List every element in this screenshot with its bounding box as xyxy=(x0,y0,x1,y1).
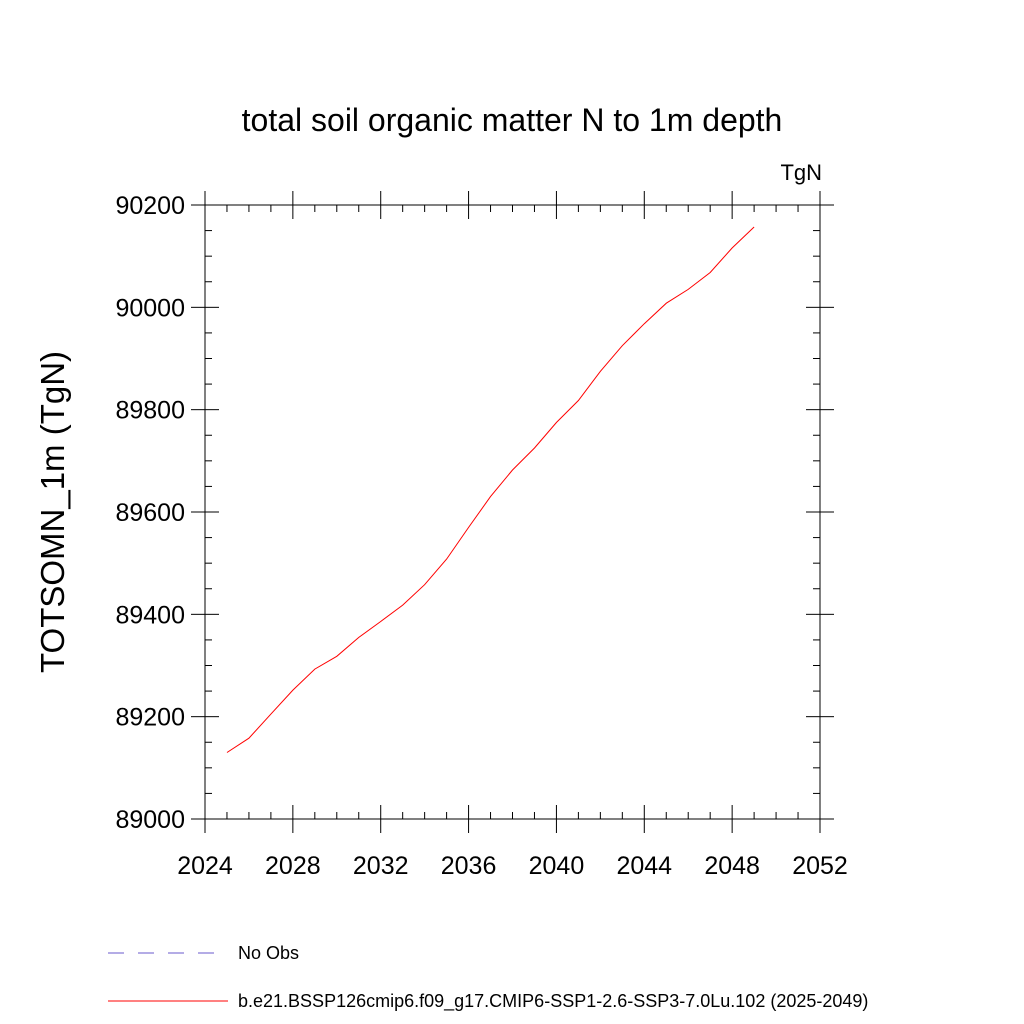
series-line xyxy=(226,226,755,753)
units-label: TgN xyxy=(780,160,822,185)
x-tick-label: 2048 xyxy=(704,852,760,880)
plot-frame xyxy=(204,204,821,820)
x-tick-label: 2036 xyxy=(441,852,497,880)
y-tick-label: 89000 xyxy=(115,806,185,834)
x-tick-label: 2044 xyxy=(616,852,672,880)
y-tick-label: 89800 xyxy=(115,397,185,425)
series-layer xyxy=(226,226,755,753)
y-tick-label: 89400 xyxy=(115,601,185,629)
y-tick-label: 90000 xyxy=(115,294,185,322)
legend-label-no-obs: No Obs xyxy=(238,943,299,963)
axis-ticks: 2024 2028 2032 2036 2040 2044 2048 2052 89000 892… xyxy=(115,191,848,880)
y-tick-label: 89600 xyxy=(115,499,185,527)
x-tick-label: 2028 xyxy=(265,852,321,880)
legend: No Obs b.e21.BSSP126cmip6.f09_g17.CMIP6-… xyxy=(108,943,868,1012)
x-tick-label: 2024 xyxy=(177,852,233,880)
y-tick-label: 90200 xyxy=(115,192,185,220)
legend-label-model-run: b.e21.BSSP126cmip6.f09_g17.CMIP6-SSP1-2.… xyxy=(238,991,868,1012)
y-tick-label: 89200 xyxy=(115,704,185,732)
y-axis-label: TOTSOMN_1m (TgN) xyxy=(34,351,71,673)
x-tick-label: 2032 xyxy=(353,852,409,880)
x-tick-label: 2040 xyxy=(529,852,585,880)
x-tick-label: 2052 xyxy=(792,852,848,880)
chart-title: total soil organic matter N to 1m depth xyxy=(242,102,783,138)
